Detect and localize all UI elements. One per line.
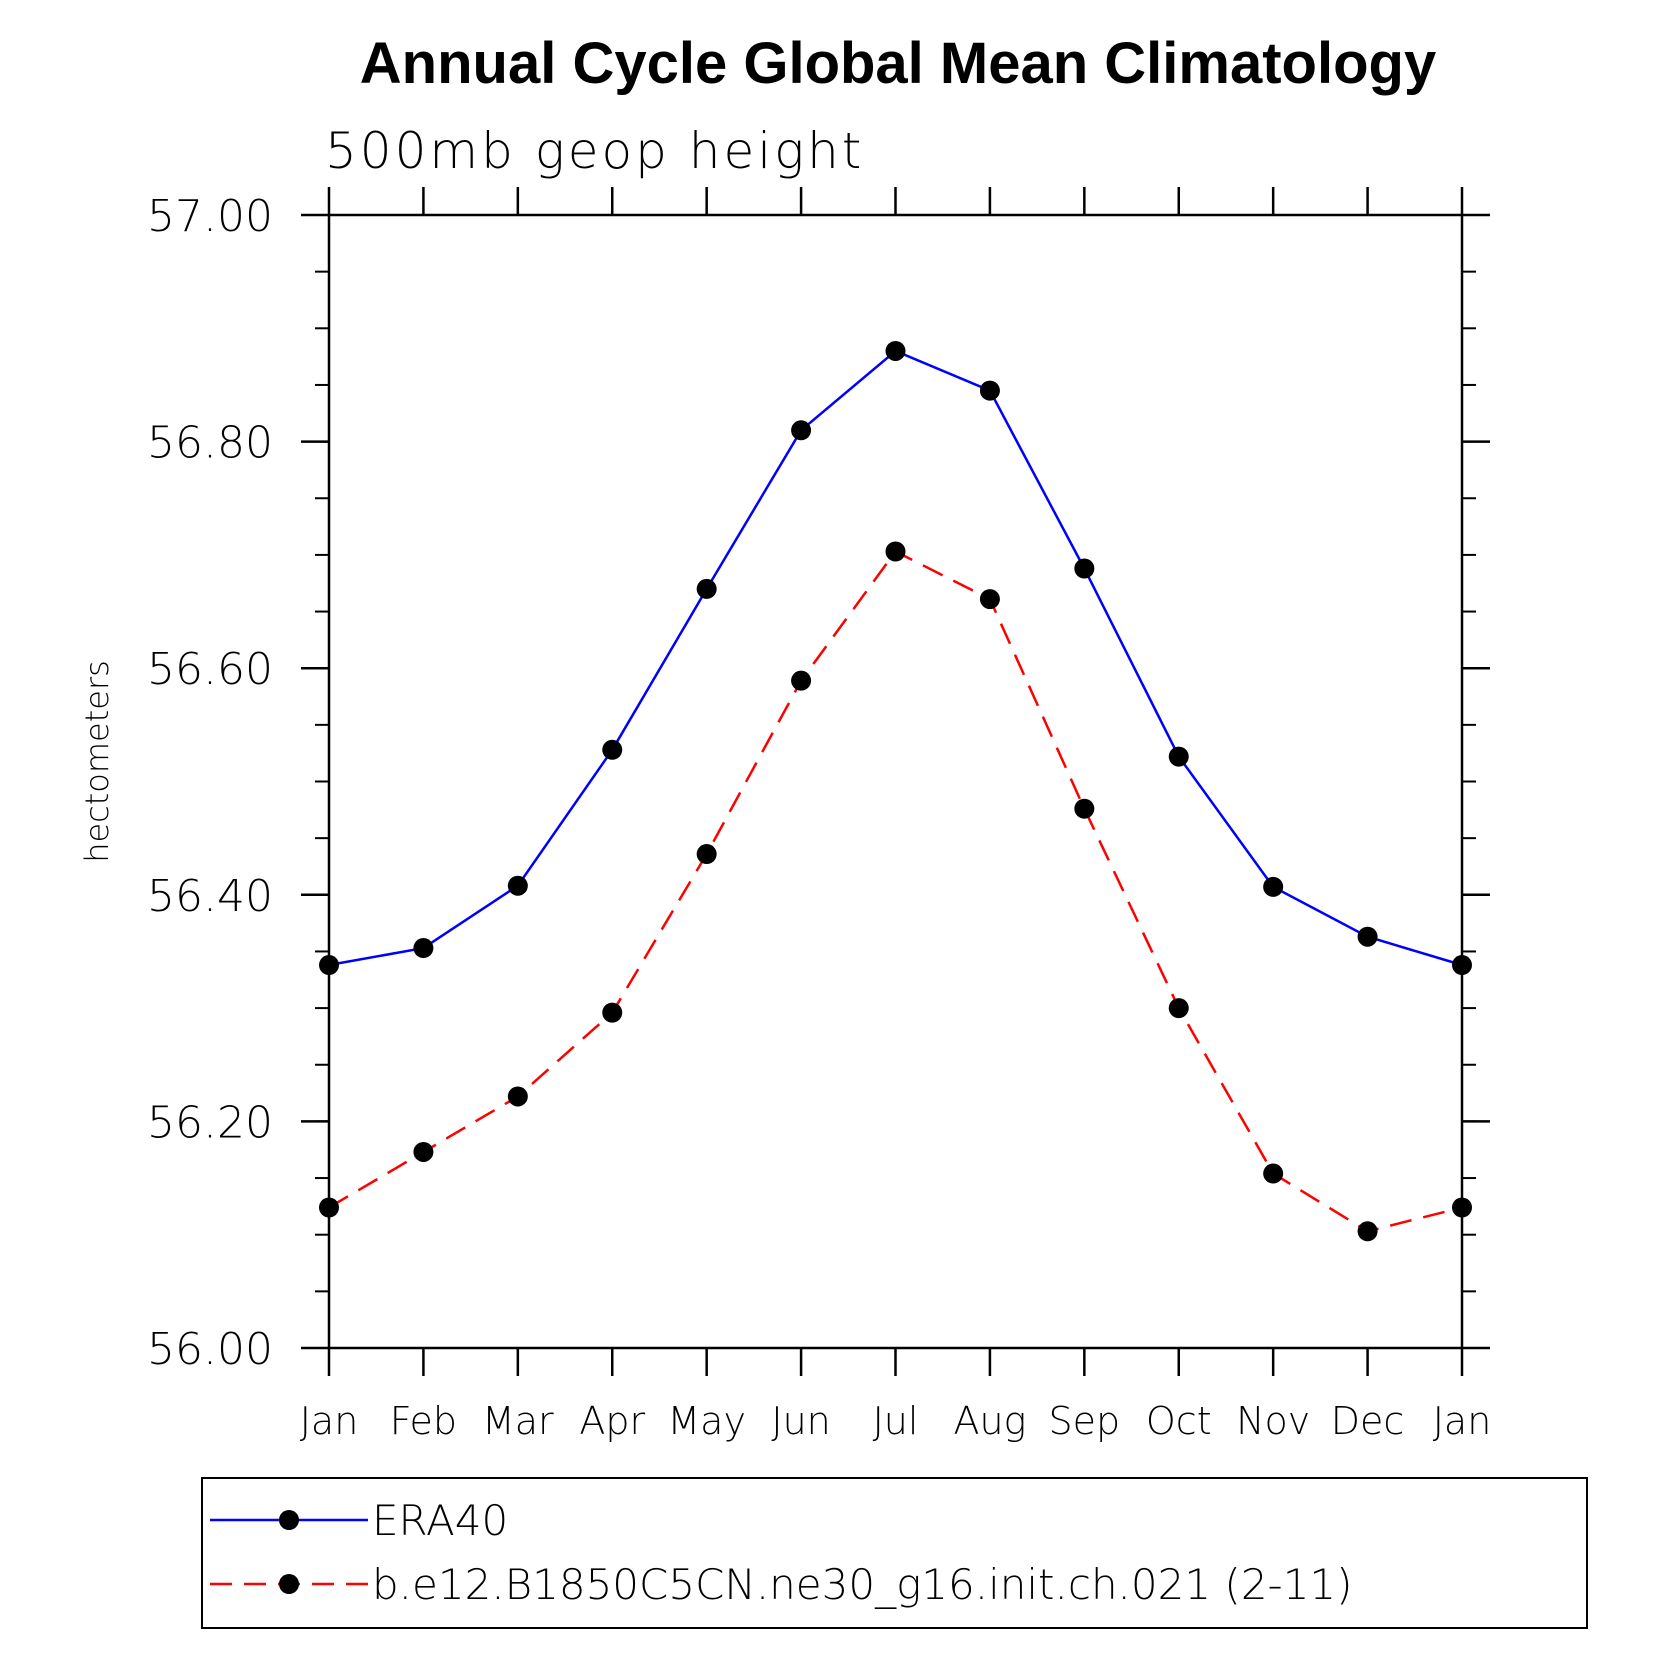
data-point bbox=[507, 1086, 528, 1107]
data-point bbox=[696, 844, 717, 865]
x-tick-label: Jun bbox=[771, 1399, 830, 1443]
y-tick-label: 56.60 bbox=[147, 644, 273, 695]
chart-subtitle: 500mb geop height bbox=[325, 122, 864, 180]
data-point bbox=[1357, 1221, 1378, 1242]
data-point bbox=[1263, 876, 1284, 897]
y-axis-label: hectometers bbox=[78, 660, 116, 863]
x-tick-label: Dec bbox=[1331, 1399, 1405, 1443]
x-tick-label: Feb bbox=[390, 1399, 457, 1443]
series-line bbox=[328, 549, 1463, 1233]
x-tick-label: Jul bbox=[873, 1399, 919, 1443]
series-1 bbox=[319, 340, 1472, 976]
data-point bbox=[413, 938, 434, 959]
data-point bbox=[602, 1002, 623, 1023]
x-tick-label: Jan bbox=[300, 1399, 359, 1443]
data-point bbox=[413, 1141, 434, 1162]
data-point bbox=[319, 955, 339, 976]
data-point bbox=[602, 739, 623, 760]
x-tick-label: Apr bbox=[579, 1399, 645, 1443]
data-point bbox=[319, 1197, 339, 1218]
data-point bbox=[1357, 926, 1378, 947]
data-point bbox=[696, 578, 717, 599]
legend: ERA40 b.e12.B1850C5CN.ne30_g16.init.ch.02… bbox=[201, 1477, 1588, 1629]
data-point bbox=[791, 670, 812, 691]
y-tick-label: 57.00 bbox=[147, 191, 273, 242]
chart-title: Annual Cycle Global Mean Climatology bbox=[360, 31, 1436, 96]
x-tick-label: Sep bbox=[1049, 1399, 1121, 1443]
series-2 bbox=[319, 541, 1472, 1242]
series-layer bbox=[319, 340, 1472, 1242]
x-tick-label: Jan bbox=[1433, 1399, 1492, 1443]
legend-box bbox=[201, 1477, 1588, 1629]
y-tick-label: 56.20 bbox=[147, 1097, 273, 1148]
data-point bbox=[1168, 998, 1189, 1019]
data-point bbox=[885, 541, 906, 562]
x-tick-label: Nov bbox=[1236, 1399, 1310, 1443]
data-point bbox=[979, 589, 1000, 610]
x-tick-label: May bbox=[667, 1399, 746, 1443]
data-point bbox=[507, 875, 528, 896]
data-point bbox=[1452, 955, 1472, 976]
data-point bbox=[1263, 1163, 1284, 1184]
y-tick-label: 56.80 bbox=[147, 418, 273, 469]
plot-frame bbox=[327, 213, 1464, 1350]
data-point bbox=[1074, 558, 1095, 579]
legend-label: b.e12.B1850C5CN.ne30_g16.init.ch.021 (2-… bbox=[372, 1560, 1353, 1609]
data-point bbox=[885, 340, 906, 361]
x-tick-label: Mar bbox=[482, 1399, 554, 1443]
data-point bbox=[979, 380, 1000, 401]
axes: Jan Feb Mar Apr May Jun Jul Aug Sep Oct Nov Dec Jan 5… bbox=[78, 187, 1491, 1443]
data-point bbox=[1168, 746, 1189, 767]
legend-marker bbox=[279, 1574, 299, 1594]
x-tick-label: Aug bbox=[953, 1399, 1026, 1443]
y-tick-label: 56.40 bbox=[147, 871, 273, 922]
y-tick-label: 56.00 bbox=[147, 1324, 273, 1375]
x-tick-label: Oct bbox=[1146, 1399, 1212, 1443]
legend-label: ERA40 bbox=[372, 1496, 508, 1545]
data-point bbox=[791, 420, 812, 441]
legend-marker bbox=[279, 1510, 299, 1530]
series-line bbox=[328, 349, 1463, 967]
data-point bbox=[1452, 1197, 1472, 1218]
data-point bbox=[1074, 798, 1095, 819]
